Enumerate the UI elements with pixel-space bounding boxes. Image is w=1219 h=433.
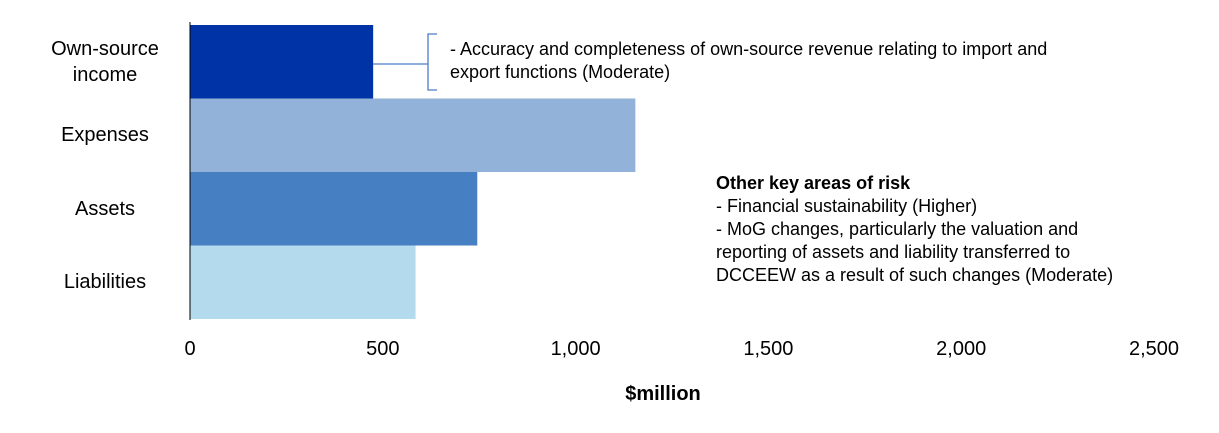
x-tick-label: 1,500 (743, 338, 794, 360)
other-risks-line-4: DCCEEW as a result of such changes (Mode… (716, 265, 1114, 285)
x-tick-label: 1,000 (550, 338, 601, 360)
bar-liabilities (190, 245, 416, 319)
x-tick-label: 2,500 (1128, 338, 1180, 360)
bar-own-source-income (190, 25, 374, 99)
x-tick-label: 500 (366, 338, 400, 360)
other-risks-annotation: Other key areas of risk - Financial sust… (716, 172, 1113, 287)
y-category-label: Liabilities (63, 271, 147, 294)
x-axis-title: $million (625, 383, 701, 405)
other-risks-heading: Other key areas of risk (716, 173, 911, 193)
y-category-label: Expenses (61, 124, 149, 147)
own-source-risk-annotation: - Accuracy and completeness of own-sourc… (450, 38, 1047, 84)
bar-assets (190, 172, 478, 246)
y-category-label: Assets (74, 197, 136, 220)
annotation-bracket (373, 33, 437, 91)
other-risks-line-1: - Financial sustainability (Higher) (716, 196, 978, 216)
other-risks-line-3: reporting of assets and liability transf… (716, 242, 1071, 262)
x-tick-label: 2,000 (936, 338, 987, 360)
bar-expenses (190, 98, 636, 172)
own-source-risk-line-2: export functions (Moderate) (450, 62, 671, 82)
other-risks-line-2: - MoG changes, particularly the valuatio… (716, 219, 1079, 239)
y-category-label: Own-source income (51, 37, 159, 86)
x-tick-label: 0 (184, 338, 196, 360)
own-source-risk-line-1: - Accuracy and completeness of own-sourc… (450, 39, 1048, 59)
